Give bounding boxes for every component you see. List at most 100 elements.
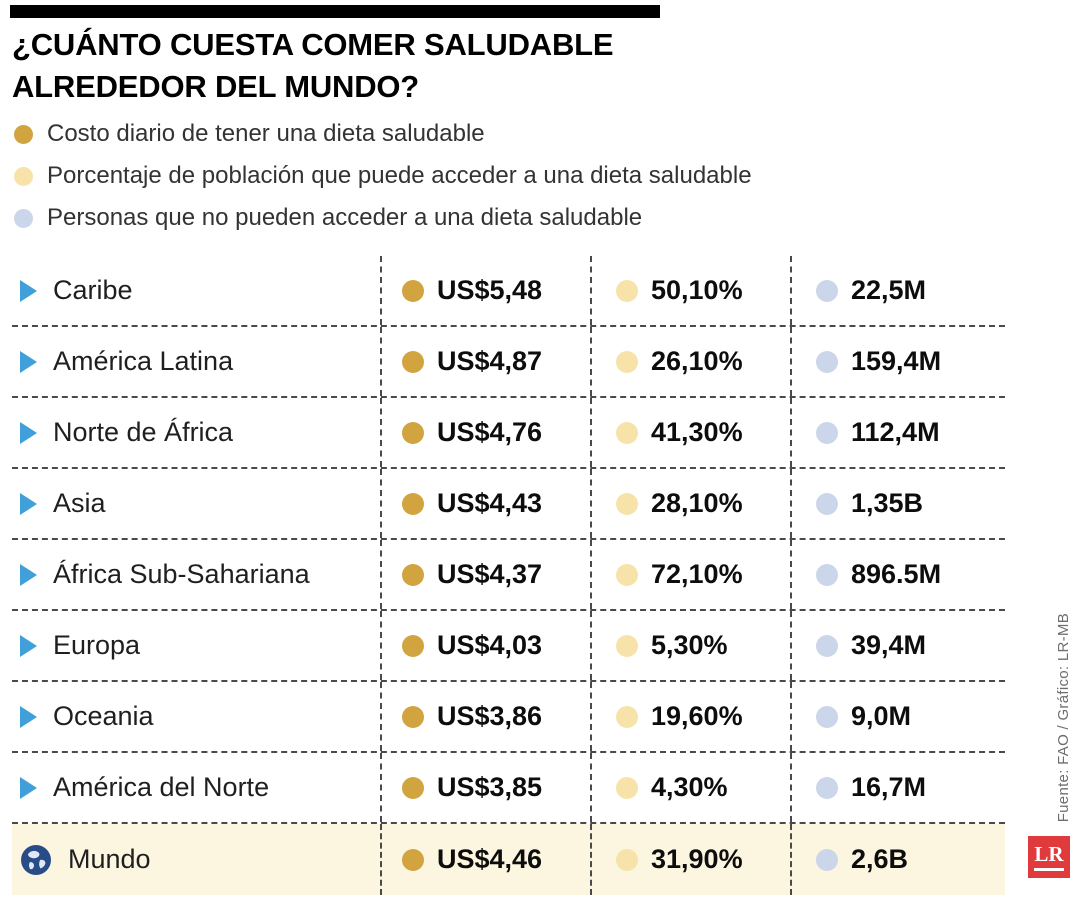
legend: Costo diario de tener una dieta saludabl… (14, 120, 752, 232)
people-dot-icon (816, 776, 838, 799)
people-dot-icon (816, 492, 838, 515)
cost-dot-icon (402, 848, 424, 871)
region-cell: Oceania (12, 682, 380, 751)
cost-value: US$4,76 (437, 417, 543, 447)
region-label: América del Norte (53, 772, 270, 802)
legend-label-percent: Porcentaje de población que puede accede… (47, 162, 752, 189)
percent-value: 41,30% (651, 417, 743, 447)
globe-icon (20, 844, 52, 876)
people-dot-icon (816, 350, 838, 373)
people-value: 159,4M (851, 346, 942, 376)
play-arrow-icon (20, 350, 37, 373)
play-arrow-icon (20, 776, 37, 799)
cost-dot-icon (402, 350, 424, 373)
percent-value: 31,90% (651, 844, 743, 874)
percent-cell: 26,10% (590, 327, 790, 396)
cost-value: US$4,37 (437, 559, 543, 589)
people-dot-icon (14, 208, 33, 228)
cost-value: US$4,43 (437, 488, 543, 518)
percent-dot-icon (616, 634, 638, 657)
percent-value: 4,30% (651, 772, 728, 802)
table-row: Caribe US$5,48 50,10% 22,5M (12, 256, 1005, 327)
people-value: 1,35B (851, 488, 924, 518)
percent-dot-icon (616, 705, 638, 728)
people-dot-icon (816, 421, 838, 444)
table-row: América Latina US$4,87 26,10% 159,4M (12, 327, 1005, 398)
cost-dot-icon (402, 634, 424, 657)
play-arrow-icon (20, 705, 37, 728)
data-table: Caribe US$5,48 50,10% 22,5M A (12, 256, 1005, 895)
percent-dot-icon (14, 166, 33, 186)
percent-value: 28,10% (651, 488, 743, 518)
region-cell: América Latina (12, 327, 380, 396)
people-value: 39,4M (851, 630, 927, 660)
people-cell: 39,4M (790, 611, 1005, 680)
table-row: África Sub-Sahariana US$4,37 72,10% 896.… (12, 540, 1005, 611)
region-cell: Caribe (12, 256, 380, 325)
cost-cell: US$4,37 (380, 540, 590, 609)
cost-value: US$4,03 (437, 630, 543, 660)
people-dot-icon (816, 705, 838, 728)
people-value: 112,4M (851, 417, 940, 447)
legend-label-cost: Costo diario de tener una dieta saludabl… (47, 120, 485, 147)
cost-cell: US$4,87 (380, 327, 590, 396)
region-cell: América del Norte (12, 753, 380, 822)
cost-cell: US$3,85 (380, 753, 590, 822)
table-row: Oceania US$3,86 19,60% 9,0M (12, 682, 1005, 753)
percent-value: 72,10% (651, 559, 743, 589)
percent-dot-icon (616, 563, 638, 586)
cost-dot-icon (402, 705, 424, 728)
percent-cell: 41,30% (590, 398, 790, 467)
region-cell: Europa (12, 611, 380, 680)
percent-cell: 19,60% (590, 682, 790, 751)
region-cell: Mundo (12, 824, 380, 895)
table-row: Mundo US$4,46 31,90% 2,6B (12, 824, 1005, 895)
percent-cell: 28,10% (590, 469, 790, 538)
people-cell: 16,7M (790, 753, 1005, 822)
percent-value: 19,60% (651, 701, 743, 731)
people-cell: 159,4M (790, 327, 1005, 396)
percent-value: 26,10% (651, 346, 743, 376)
table-row: América del Norte US$3,85 4,30% 16,7M (12, 753, 1005, 824)
table-row: Norte de África US$4,76 41,30% 112,4M (12, 398, 1005, 469)
cost-dot-icon (14, 124, 33, 144)
people-cell: 1,35B (790, 469, 1005, 538)
percent-dot-icon (616, 848, 638, 871)
region-label: América Latina (53, 346, 234, 376)
cost-dot-icon (402, 563, 424, 586)
play-arrow-icon (20, 563, 37, 586)
people-cell: 2,6B (790, 824, 1005, 895)
people-dot-icon (816, 563, 838, 586)
legend-item-cost: Costo diario de tener una dieta saludabl… (14, 120, 752, 148)
region-label: África Sub-Sahariana (53, 559, 310, 589)
region-label: Europa (53, 630, 141, 660)
percent-dot-icon (616, 279, 638, 302)
region-label: Caribe (53, 275, 133, 305)
percent-value: 50,10% (651, 275, 743, 305)
title-accent-bar (10, 5, 660, 18)
legend-item-people: Personas que no pueden acceder a una die… (14, 204, 752, 232)
cost-value: US$3,86 (437, 701, 543, 731)
lr-logo: LR (1028, 836, 1070, 878)
region-label: Oceania (53, 701, 154, 731)
title-line-1: ¿CUÁNTO CUESTA COMER SALUDABLE (12, 27, 614, 62)
percent-cell: 5,30% (590, 611, 790, 680)
region-label: Norte de África (53, 417, 234, 447)
cost-cell: US$4,03 (380, 611, 590, 680)
percent-cell: 72,10% (590, 540, 790, 609)
people-dot-icon (816, 848, 838, 871)
percent-dot-icon (616, 776, 638, 799)
percent-cell: 50,10% (590, 256, 790, 325)
cost-cell: US$5,48 (380, 256, 590, 325)
people-dot-icon (816, 634, 838, 657)
cost-cell: US$4,46 (380, 824, 590, 895)
region-label: Asia (53, 488, 106, 518)
percent-value: 5,30% (651, 630, 728, 660)
play-arrow-icon (20, 634, 37, 657)
region-cell: Norte de África (12, 398, 380, 467)
cost-dot-icon (402, 421, 424, 444)
people-cell: 896.5M (790, 540, 1005, 609)
region-label: Mundo (68, 844, 151, 874)
cost-cell: US$4,76 (380, 398, 590, 467)
cost-value: US$4,46 (437, 844, 543, 874)
